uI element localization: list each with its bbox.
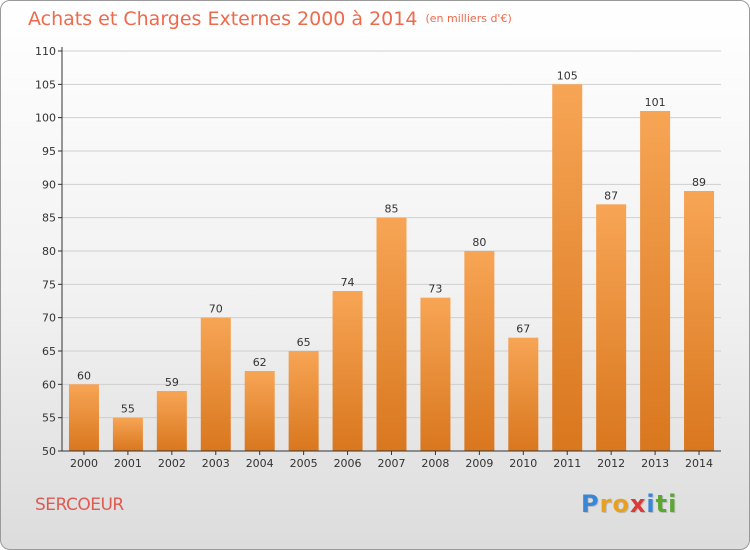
y-tick-label: 65 [42, 345, 56, 358]
logo-letter: P [581, 490, 600, 518]
x-tick-label: 2011 [553, 457, 581, 470]
value-label: 60 [77, 369, 91, 382]
y-tick-label: 105 [35, 78, 56, 91]
proxiti-logo: Proxiti [581, 490, 677, 518]
value-label: 59 [165, 376, 179, 389]
logo-letter: i [668, 490, 678, 518]
bar-2010 [508, 337, 539, 451]
y-tick-label: 70 [42, 312, 56, 325]
axes: 50 55 60 65 70 75 80 85 90 95 100 105 110 2000 2001 200… [35, 45, 721, 470]
value-label: 62 [253, 356, 267, 369]
bar-2011 [552, 84, 583, 451]
value-label: 89 [692, 176, 706, 189]
value-label: 101 [645, 96, 666, 109]
x-tick-label: 2010 [509, 457, 537, 470]
logo-letter: i [646, 490, 656, 518]
y-tick-label: 90 [42, 178, 56, 191]
x-tick-label: 2002 [158, 457, 186, 470]
commune-name: SERCOEUR [35, 495, 124, 515]
value-label: 87 [604, 189, 618, 202]
y-tick-label: 95 [42, 145, 56, 158]
x-tick-label: 2004 [246, 457, 274, 470]
y-tick-label: 80 [42, 245, 56, 258]
bar-2008 [420, 297, 451, 451]
y-tick-label: 60 [42, 378, 56, 391]
chart-title: Achats et Charges Externes 2000 à 2014 (e… [28, 8, 512, 30]
y-tick-label: 50 [42, 445, 56, 458]
x-tick-label: 2008 [421, 457, 449, 470]
bar-2002 [156, 391, 187, 451]
x-tick-label: 2013 [641, 457, 669, 470]
bar-2003 [200, 317, 231, 451]
bar-2007 [376, 217, 407, 451]
x-tick-label: 2012 [597, 457, 625, 470]
bar-2013 [640, 111, 671, 451]
x-tick-label: 2009 [465, 457, 493, 470]
x-tick-label: 2005 [290, 457, 318, 470]
chart-subtitle: (en milliers d'€) [425, 12, 512, 25]
logo-letter: o [612, 490, 630, 518]
bar-2006 [332, 291, 363, 451]
y-tick-label: 100 [35, 112, 56, 125]
logo-letter: x [629, 490, 647, 518]
bar-2014 [684, 191, 715, 451]
x-tick-label: 2006 [334, 457, 362, 470]
bar-2001 [112, 417, 143, 451]
bar-2005 [288, 351, 319, 451]
value-label: 70 [209, 303, 223, 316]
x-tick-label: 2003 [202, 457, 230, 470]
logo-letter: t [655, 490, 669, 518]
y-tick-label: 85 [42, 212, 56, 225]
y-tick-label: 55 [42, 412, 56, 425]
chart-title-text: Achats et Charges Externes 2000 à 2014 [28, 8, 418, 30]
value-label: 74 [341, 276, 355, 289]
value-label: 105 [557, 69, 578, 82]
value-label: 55 [121, 403, 135, 416]
value-label: 67 [516, 323, 530, 336]
bar-2000 [68, 384, 99, 451]
value-label: 65 [297, 336, 311, 349]
y-tick-label: 110 [35, 45, 56, 58]
bars: 60 55 59 70 62 65 74 85 73 80 67 105 87 101 89 [68, 69, 715, 451]
x-tick-label: 2007 [378, 457, 406, 470]
y-tick-label: 75 [42, 278, 56, 291]
value-label: 85 [385, 203, 399, 216]
value-label: 73 [428, 283, 442, 296]
bar-2012 [596, 204, 627, 451]
x-tick-label: 2014 [685, 457, 713, 470]
bar-2009 [464, 251, 495, 451]
x-tick-label: 2001 [114, 457, 142, 470]
bar-2004 [244, 371, 275, 451]
value-label: 80 [472, 236, 486, 249]
logo-letter: r [599, 490, 613, 518]
x-tick-label: 2000 [70, 457, 98, 470]
